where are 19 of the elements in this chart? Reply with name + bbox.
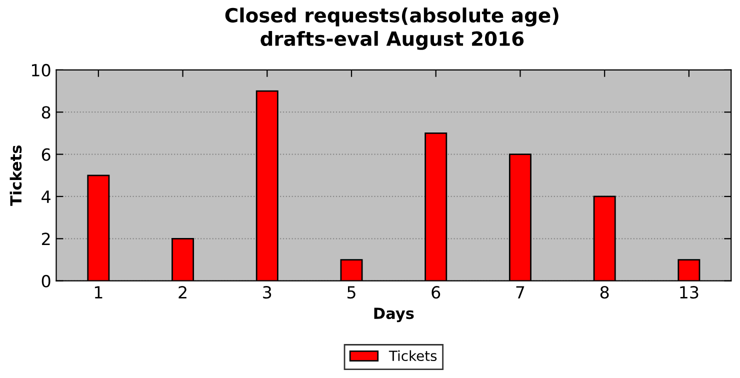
x-tick-label: 8 (600, 286, 609, 299)
y-tick-label: 10 (32, 64, 50, 76)
x-tick-label: 2 (178, 286, 186, 298)
y-tick-label: 0 (42, 274, 50, 288)
y-axis-title: Tickets (10, 146, 22, 206)
x-axis-title: Days (374, 308, 414, 322)
x-tick-label: 13 (680, 286, 698, 299)
x-tick-label: 1 (94, 286, 102, 298)
x-tick-label: 6 (432, 286, 440, 299)
chart-subtitle: drafts-eval August 2016 (260, 30, 524, 50)
x-tick-label: 3 (263, 286, 272, 299)
legend-label: Tickets (388, 350, 437, 362)
x-tick-label: 7 (516, 286, 524, 298)
y-tick-label: 4 (42, 190, 50, 203)
chart-title: Closed requests(absolute age) (225, 8, 558, 26)
y-tick-label: 6 (42, 148, 50, 161)
x-tick-label: 5 (347, 286, 356, 299)
y-tick-label: 8 (42, 106, 50, 119)
y-tick-label: 2 (42, 232, 50, 245)
